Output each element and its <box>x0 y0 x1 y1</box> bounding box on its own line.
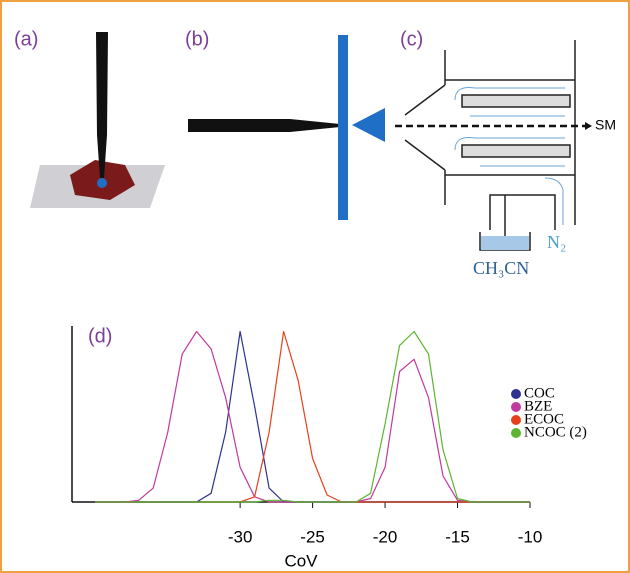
series-line <box>95 330 530 503</box>
legend-marker <box>511 402 521 412</box>
legend-marker <box>511 428 521 438</box>
outlet-label: SM <box>595 117 616 133</box>
counter-electrode <box>338 35 348 220</box>
inlet <box>352 108 385 142</box>
x-tick-label: -15 <box>445 527 470 546</box>
legend-label: ECOC <box>524 411 564 427</box>
arrow <box>585 122 592 130</box>
gas-label: N₂ <box>547 232 566 252</box>
gas-flow <box>454 87 565 225</box>
legend-marker <box>511 389 521 399</box>
dms-cell <box>404 40 576 251</box>
x-tick-label: -30 <box>228 527 253 546</box>
legend-label: COC <box>524 385 555 401</box>
legend-label: BZE <box>524 398 552 414</box>
emitter <box>188 119 340 132</box>
panel-label: (b) <box>185 28 209 50</box>
solvent-vial <box>481 236 529 250</box>
x-tick-label: -10 <box>518 527 543 546</box>
probe <box>96 32 108 178</box>
x-tick-label: -20 <box>373 527 398 546</box>
legend-marker <box>511 415 521 425</box>
panel-label: (d) <box>88 325 112 347</box>
panel-label: (a) <box>14 28 38 50</box>
panel-label: (c) <box>400 28 423 50</box>
x-axis-title: CoV <box>284 551 318 570</box>
solvent-label: CH₃CN <box>473 258 529 278</box>
x-tick-label: -25 <box>300 527 325 546</box>
legend-label: NCOC (2) <box>524 424 587 440</box>
droplet <box>97 178 107 188</box>
